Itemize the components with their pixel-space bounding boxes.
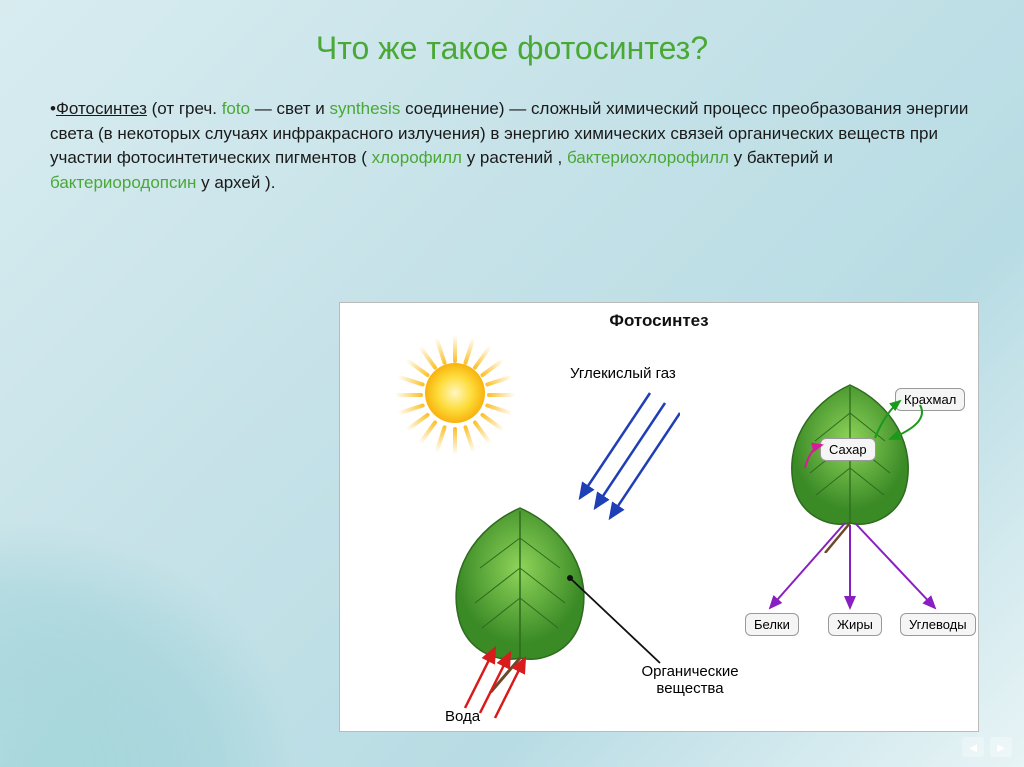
term-bacteriorhodopsin: бактериородопсин bbox=[50, 173, 196, 192]
next-slide-button[interactable]: ► bbox=[990, 737, 1012, 757]
diagram-title: Фотосинтез bbox=[609, 311, 708, 331]
label-organic: Органические вещества bbox=[620, 663, 760, 697]
definition-paragraph: •Фотосинтез (от греч. foto — свет и synt… bbox=[0, 67, 1024, 196]
greek-foto: foto bbox=[222, 99, 250, 118]
box-carbs: Углеводы bbox=[900, 613, 976, 636]
slide-pager: ◄ ► bbox=[962, 737, 1012, 757]
label-co2: Углекислый газ bbox=[570, 365, 680, 382]
photosynthesis-diagram: Фотосинтез Углекислый газ bbox=[339, 302, 979, 732]
box-starch: Крахмал bbox=[895, 388, 965, 411]
label-water: Вода bbox=[445, 708, 480, 725]
leaf-input bbox=[420, 493, 620, 693]
greek-synthesis: synthesis bbox=[329, 99, 400, 118]
sun-icon bbox=[400, 338, 510, 448]
box-proteins: Белки bbox=[745, 613, 799, 636]
box-sugar: Сахар bbox=[820, 438, 876, 461]
box-fats: Жиры bbox=[828, 613, 882, 636]
prev-slide-button[interactable]: ◄ bbox=[962, 737, 984, 757]
term-bacteriochlor: бактериохлорофилл bbox=[567, 148, 729, 167]
slide-title: Что же такое фотосинтез? bbox=[0, 0, 1024, 67]
term-chlorophyll: хлорофилл bbox=[372, 148, 462, 167]
term-photosynthesis: Фотосинтез bbox=[56, 99, 147, 118]
